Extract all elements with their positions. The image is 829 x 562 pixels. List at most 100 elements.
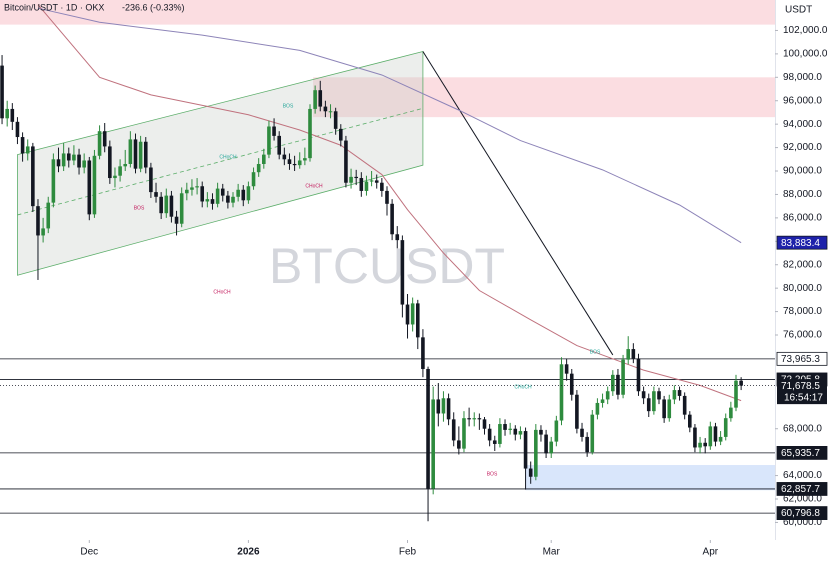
candle-body <box>611 374 615 392</box>
candle-body <box>46 202 51 229</box>
candle-body <box>713 426 718 442</box>
candle-body <box>277 135 282 155</box>
y-tick-label: 90,000.0 <box>783 166 822 177</box>
candle-body <box>426 368 430 489</box>
y-tick-label: 102,000.0 <box>783 25 828 36</box>
candle-body <box>369 180 374 182</box>
candle-body <box>133 139 138 169</box>
candle-body <box>523 431 528 469</box>
y-tick-label: 60,000.0 <box>783 517 822 528</box>
candle-body <box>169 195 174 217</box>
candle-body <box>108 146 112 179</box>
candle-body <box>359 178 364 191</box>
candle-body <box>303 158 307 161</box>
candle-body <box>534 429 538 477</box>
candle-body <box>215 188 220 204</box>
candle-body <box>159 196 163 214</box>
y-tick-label: 98,000.0 <box>783 72 822 83</box>
level-label-box <box>776 482 828 496</box>
candle-body <box>179 193 184 224</box>
channel <box>17 51 424 276</box>
candle-body <box>195 186 199 188</box>
candle-body <box>66 153 71 161</box>
candle-body <box>251 172 256 187</box>
candle-body <box>544 434 548 454</box>
candle-body <box>575 394 579 429</box>
candle-body <box>395 234 400 241</box>
candle-body <box>282 154 287 160</box>
candle-body <box>451 419 456 441</box>
candle-body <box>190 187 194 190</box>
candle-body <box>631 349 636 359</box>
candle-body <box>51 159 56 203</box>
candle-body <box>308 108 312 159</box>
annotation: CHoCH <box>213 289 231 295</box>
candle-body <box>600 399 605 403</box>
candle-body <box>708 426 713 447</box>
y-tick-label: 64,000.0 <box>783 470 822 481</box>
candle-body <box>318 90 323 107</box>
candle-body <box>41 228 45 236</box>
candle-body <box>703 442 707 447</box>
candle-body <box>431 399 435 489</box>
candle-body <box>539 429 543 435</box>
candle-body <box>477 418 482 420</box>
candle-body <box>457 440 461 449</box>
candle-body <box>585 436 589 453</box>
candle-body <box>662 399 666 419</box>
candle-body <box>498 424 502 444</box>
candle-body <box>390 203 394 235</box>
x-tick-label: Apr <box>703 547 719 558</box>
candle-body <box>467 418 471 420</box>
candle-body <box>734 380 738 408</box>
candle-body <box>590 414 595 453</box>
candle-body <box>693 427 697 448</box>
candle-body <box>344 140 348 183</box>
candle-body <box>102 131 107 147</box>
candle-body <box>508 428 512 430</box>
candle-body <box>82 160 86 168</box>
annotation: CHoCH <box>305 183 323 189</box>
candle-body <box>354 176 358 179</box>
candle-body <box>667 399 672 419</box>
candle-body <box>682 395 687 415</box>
candle-body <box>739 380 743 386</box>
candle-body <box>226 195 230 203</box>
candle-body <box>605 391 610 400</box>
candle-body <box>5 108 9 119</box>
candle-body <box>569 373 574 395</box>
y-tick-label: 80,000.0 <box>783 283 822 294</box>
y-tick-label: 76,000.0 <box>783 330 822 341</box>
currency-label: USDT <box>785 5 812 16</box>
candle-body <box>652 391 656 412</box>
candle-body <box>405 304 410 325</box>
candle-body <box>374 180 379 183</box>
candle-body <box>415 303 420 338</box>
annotation: BOS <box>487 471 498 477</box>
candle-body <box>513 428 518 435</box>
chart-title: Bitcoin/USDT · 1D · OKX <box>4 2 104 12</box>
current-price-box <box>777 379 827 405</box>
candle-body <box>287 159 292 164</box>
candle-body <box>554 420 559 442</box>
y-tick-label: 88,000.0 <box>783 189 822 200</box>
candle-body <box>723 418 728 437</box>
candle-body <box>380 182 384 191</box>
candle-body <box>646 398 651 412</box>
candle-body <box>36 206 40 236</box>
candle-body <box>113 175 117 179</box>
candle-body <box>246 186 251 201</box>
candle-body <box>482 419 487 429</box>
y-tick-label: 94,000.0 <box>783 119 822 130</box>
current-price-label: 71,678.5 <box>781 381 820 392</box>
candle-body <box>200 186 205 202</box>
x-tick-label: Dec <box>80 547 98 558</box>
candle-body <box>15 121 20 138</box>
candle-body <box>616 374 620 395</box>
candle-body <box>210 199 215 204</box>
candle-body <box>128 139 133 164</box>
level-label-box <box>776 506 828 520</box>
candle-body <box>25 146 30 154</box>
level-label: 73,965.3 <box>781 354 820 365</box>
